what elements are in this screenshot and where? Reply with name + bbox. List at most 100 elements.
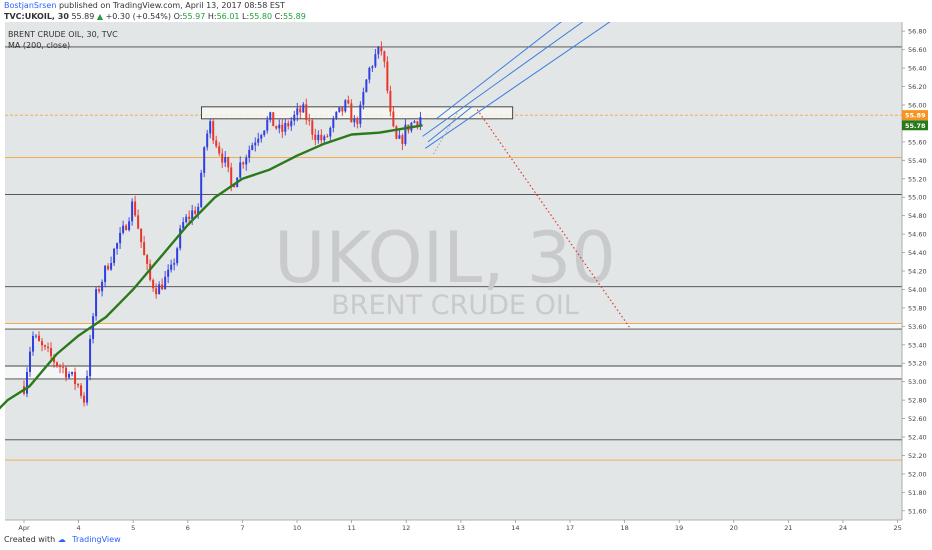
candle-body — [371, 66, 374, 68]
price-tick-label: 55.40 — [908, 157, 927, 165]
candle-body — [167, 269, 170, 277]
price-tick-label: 55.60 — [908, 138, 927, 146]
tradingview-link[interactable]: TradingView — [72, 535, 121, 544]
time-tick-label: Apr — [18, 524, 30, 532]
candle-body — [368, 67, 371, 80]
price-chart[interactable]: UKOIL, 30 BRENT CRUDE OIL 56.80 56.60 56.4… — [0, 22, 932, 547]
candle-body — [155, 288, 158, 295]
time-tick-label: 21 — [784, 524, 792, 532]
candle-body — [296, 108, 299, 115]
candle-body — [395, 126, 398, 139]
legend-ma: MA (200, close) — [8, 41, 70, 50]
candle-body — [194, 210, 197, 214]
price-tag-label: 55.78 — [905, 122, 926, 130]
candle-body — [335, 111, 338, 119]
price-tick-label: 56.00 — [908, 102, 927, 110]
author-link[interactable]: BostjanSrsen — [4, 1, 57, 10]
candle-body — [380, 46, 383, 52]
time-tick-label: 7 — [240, 524, 244, 532]
candle-body — [206, 133, 209, 148]
candle-body — [62, 367, 65, 368]
candle-body — [152, 279, 155, 289]
candle-body — [110, 263, 113, 270]
candle-body — [239, 162, 242, 178]
candle-body — [77, 384, 80, 386]
support-zone — [5, 365, 902, 379]
price-tick-label: 53.80 — [908, 304, 927, 312]
candle-body — [74, 371, 77, 385]
time-tick-label: 19 — [675, 524, 683, 532]
price-tick-label: 56.60 — [908, 46, 927, 54]
candle-body — [338, 107, 341, 112]
candle-body — [89, 338, 92, 377]
high-label: H: — [207, 12, 217, 21]
candle-body — [359, 104, 362, 124]
price-tick-label: 52.40 — [908, 434, 927, 442]
candle-body — [329, 127, 332, 137]
candle-body — [248, 149, 251, 158]
time-axis-background — [0, 520, 932, 534]
candle-body — [341, 107, 344, 112]
projection-line — [476, 109, 631, 329]
support-zone — [5, 323, 902, 330]
candle-body — [107, 265, 110, 270]
price-tick-label: 54.60 — [908, 231, 927, 239]
price-tick-label: 53.40 — [908, 341, 927, 349]
last-price: 55.89 — [71, 12, 95, 21]
high-value: 56.01 — [216, 12, 240, 21]
price-tick-label: 55.00 — [908, 194, 927, 202]
candle-body — [365, 79, 368, 93]
candle-body — [164, 276, 167, 290]
candle-body — [65, 367, 68, 378]
candle-body — [68, 374, 71, 378]
candle-body — [272, 112, 275, 127]
candle-body — [305, 104, 308, 121]
price-tick-label: 54.20 — [908, 268, 927, 276]
candle-body — [197, 206, 200, 214]
candle-body — [158, 284, 161, 295]
open-label: O: — [173, 12, 183, 21]
price-tick-label: 51.80 — [908, 489, 927, 497]
candle-body — [200, 172, 203, 207]
price-tick-label: 53.00 — [908, 378, 927, 386]
chart-header: BostjanSrsen published on TradingView.co… — [4, 0, 306, 22]
low-label: L: — [242, 12, 250, 21]
candle-body — [173, 263, 176, 265]
candle-body — [143, 242, 146, 256]
watermark-name: BRENT CRUDE OIL — [331, 290, 579, 321]
candle-body — [113, 248, 116, 264]
candle-body — [176, 248, 179, 264]
candle-body — [344, 100, 347, 112]
tradingview-cloud-icon: ☁ — [57, 535, 66, 544]
candle-body — [86, 376, 89, 403]
candle-body — [398, 135, 401, 139]
ma-line — [0, 124, 423, 410]
candle-body — [32, 335, 35, 352]
candle-body — [44, 345, 47, 347]
candle-body — [104, 265, 107, 282]
candle-body — [83, 395, 86, 403]
candle-body — [419, 117, 422, 126]
candle-body — [182, 222, 185, 229]
candle-body — [266, 119, 269, 131]
candle-body — [53, 356, 56, 363]
candle-body — [116, 243, 119, 249]
candle-body — [47, 346, 50, 349]
candle-body — [242, 162, 245, 165]
candle-body — [122, 225, 125, 233]
price-tick-label: 56.40 — [908, 65, 927, 73]
price-tick-label: 52.00 — [908, 470, 927, 478]
legend-title: BRENT CRUDE OIL, 30, TVC — [8, 30, 118, 39]
price-axis-background — [902, 22, 932, 520]
channel-line — [427, 106, 473, 143]
candle-body — [374, 54, 377, 67]
price-tick-label: 51.60 — [908, 507, 927, 515]
candle-body — [308, 120, 311, 121]
candle-body — [146, 255, 149, 264]
time-tick-label: 6 — [186, 524, 190, 532]
candle-body — [353, 118, 356, 123]
time-tick-label: 12 — [402, 524, 410, 532]
time-tick-label: 4 — [77, 524, 81, 532]
open-value: 55.97 — [182, 12, 206, 21]
price-tag — [902, 110, 928, 121]
